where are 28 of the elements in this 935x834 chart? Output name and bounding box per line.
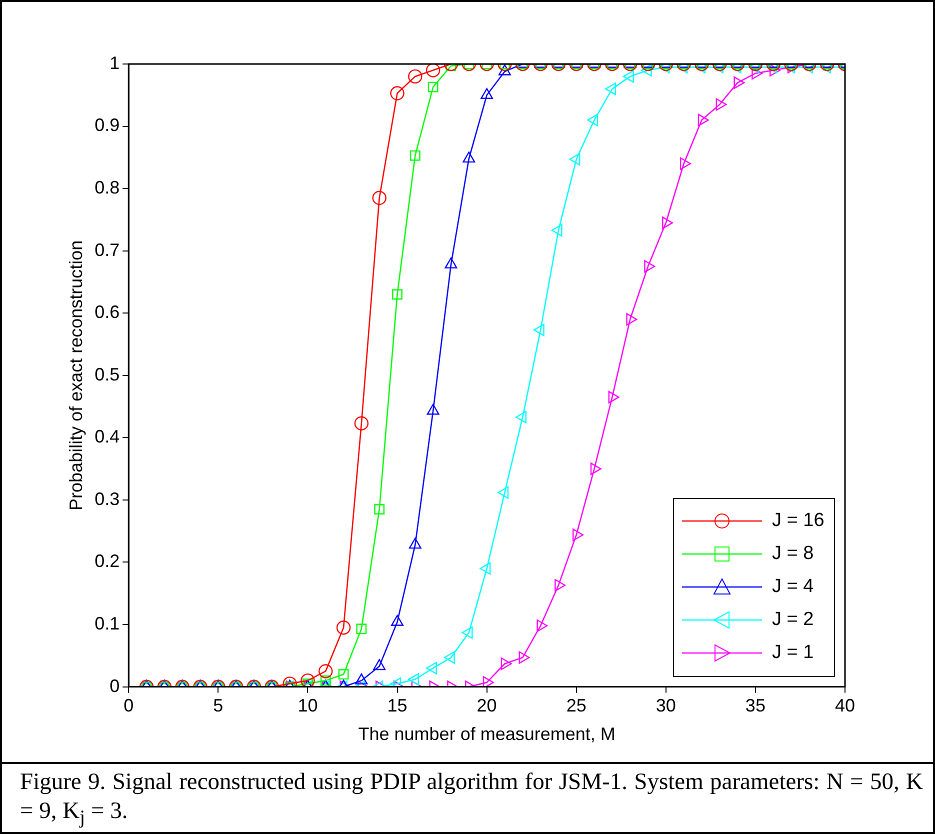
y-tick-label: 0.6 — [94, 302, 120, 322]
legend-label: J = 2 — [772, 609, 814, 632]
y-tick-label: 0.8 — [94, 178, 120, 198]
x-tick-label: 15 — [387, 696, 408, 716]
y-tick-label: 0.5 — [94, 364, 120, 384]
x-tick-label: 35 — [745, 696, 766, 716]
x-tick-label: 40 — [834, 696, 856, 716]
x-tick-label: 20 — [476, 696, 497, 716]
legend-label: J = 16 — [772, 510, 824, 532]
x-axis-title: The number of measurement, M — [358, 724, 616, 744]
x-tick-label: 5 — [213, 696, 224, 716]
x-tick-label: 30 — [656, 696, 676, 716]
y-tick-label: 0.3 — [94, 488, 120, 509]
y-tick-label: 0.1 — [94, 613, 120, 634]
y-tick-label: 0.7 — [94, 240, 120, 260]
caption: Figure 9. Signal reconstructed using PDIP algorithm for JSM-1. System parameters: N = 50, K = 9, K$_{j}$ = 3. — [20, 769, 923, 829]
y-tick-label: 0.9 — [94, 115, 120, 136]
y-tick-label: 1 — [110, 52, 120, 73]
y-axis-title: Probability of exact reconstruction — [66, 240, 86, 510]
x-tick-label: 0 — [124, 696, 134, 716]
y-tick-label: 0.4 — [94, 426, 120, 447]
y-tick-label: 0 — [110, 676, 120, 696]
y-tick-label: 0.2 — [94, 551, 120, 572]
legend-label: J = 4 — [772, 576, 814, 598]
legend-label: J = 8 — [772, 543, 814, 566]
legend-label: J = 1 — [772, 642, 814, 664]
x-tick-label: 25 — [566, 696, 586, 716]
x-tick-label: 10 — [298, 696, 318, 716]
